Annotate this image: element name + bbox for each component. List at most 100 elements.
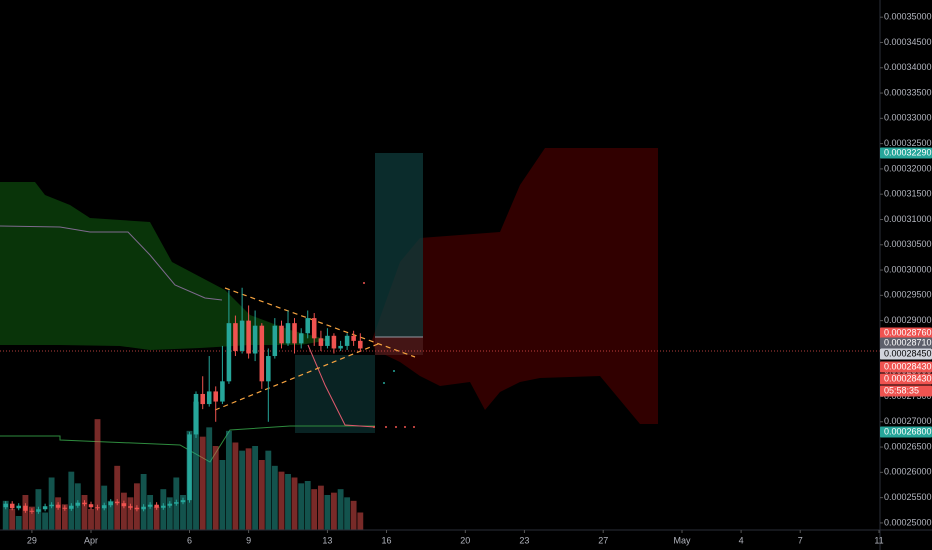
candle-body	[95, 507, 100, 509]
y-tick-label: 0.00029500	[884, 290, 932, 300]
candle-body	[226, 323, 232, 382]
candle-body	[101, 505, 107, 509]
candle-body	[331, 335, 337, 349]
x-tick-label: May	[674, 535, 692, 545]
volume-bar	[225, 430, 232, 530]
candle-body	[55, 504, 61, 508]
x-tick-label: 16	[382, 535, 392, 545]
volume-bar	[344, 497, 351, 530]
volume-bar	[311, 489, 318, 530]
candle-body	[344, 335, 350, 346]
candle-body	[220, 381, 225, 402]
candle-body	[200, 393, 205, 405]
position-loss	[375, 337, 423, 355]
price-badge-label: 0.00028430	[884, 361, 932, 371]
x-tick-label: 20	[460, 535, 470, 545]
volume-bar	[153, 506, 160, 530]
indicators	[0, 148, 880, 463]
x-tick-label: 13	[322, 535, 332, 545]
volume-bar	[252, 446, 259, 530]
volume-bar	[199, 436, 206, 530]
volume-bar	[127, 497, 134, 530]
candle-body	[141, 506, 146, 510]
x-tick-label: 11	[874, 535, 883, 545]
candles	[3, 287, 363, 514]
candle-body	[121, 503, 127, 507]
volume-bar	[61, 504, 68, 530]
volume-bar	[212, 446, 219, 530]
price-badge-label: 0.00028760	[884, 327, 932, 337]
price-badge	[880, 147, 932, 159]
candle-body	[75, 502, 81, 506]
y-tick-label: 0.00033500	[884, 87, 932, 97]
volume-bar	[298, 483, 305, 530]
marker-dots	[363, 282, 415, 428]
candle-body	[62, 507, 68, 509]
candle-body	[108, 501, 113, 506]
candle-body	[23, 505, 28, 511]
price-badge	[880, 361, 932, 373]
candle-body	[174, 502, 179, 504]
volume-bar	[337, 489, 344, 530]
cloud-green	[0, 182, 330, 350]
countdown-badge	[880, 385, 932, 397]
x-tick-label: 7	[798, 535, 803, 545]
y-tick-label: 0.00032000	[884, 163, 932, 173]
volume-bar	[28, 506, 35, 530]
candle-body	[246, 320, 251, 354]
volume-bar	[357, 512, 364, 530]
candle-body	[272, 325, 278, 357]
candle-body	[154, 504, 159, 508]
price-badge	[880, 426, 932, 438]
price-badge	[880, 337, 932, 349]
countdown-label: 05:58:35	[884, 385, 919, 395]
volume-bar	[285, 474, 291, 530]
candle-body	[128, 506, 133, 508]
volume-bar	[193, 401, 199, 530]
volume-bar	[258, 460, 265, 530]
volume-bar	[55, 497, 62, 530]
x-tick-label: 23	[519, 535, 529, 545]
volume-bar	[140, 474, 147, 530]
volume-bar	[317, 485, 324, 530]
volume-bar	[206, 427, 213, 530]
trend-upper	[224, 287, 416, 358]
x-tick-label: 6	[187, 535, 192, 545]
candle-body	[358, 340, 363, 349]
volume-bar	[94, 419, 101, 530]
price-badge-label: 0.00026800	[884, 426, 932, 436]
volume-bar	[107, 500, 114, 530]
x-tick-label: 9	[246, 535, 251, 545]
candle-body	[239, 320, 245, 351]
price-badge	[880, 327, 932, 339]
price-badge-label: 0.00028710	[884, 337, 932, 347]
y-tick-label: 0.00031000	[884, 214, 932, 224]
y-tick-label: 0.00030000	[884, 264, 932, 274]
candle-body	[180, 500, 186, 503]
candle-body	[351, 335, 356, 341]
price-badges: 0.00032290 0.000287600.000287100.00028450…	[880, 147, 932, 438]
price-badge-label: 0.00028430	[884, 373, 932, 383]
y-tick-label: 0.00035000	[884, 12, 932, 22]
volume-bar	[350, 500, 357, 530]
y-tick-label: 0.00034500	[884, 37, 932, 47]
candle-body	[16, 505, 21, 509]
candle-body	[311, 318, 317, 339]
candle-body	[206, 391, 212, 405]
volume-bar	[114, 465, 121, 530]
candle-body	[69, 505, 74, 509]
y-tick-label: 0.00030500	[884, 239, 932, 249]
candle-body	[213, 391, 218, 402]
volume-bar	[271, 465, 278, 530]
candle-body	[338, 345, 343, 349]
candle-body	[9, 503, 15, 509]
candle-body	[134, 507, 140, 510]
y-tick-label: 0.00031500	[884, 189, 932, 199]
volume-bar	[147, 495, 154, 530]
y-tick-label: 0.00025500	[884, 492, 932, 502]
candle-body	[88, 504, 94, 508]
y-tick-label: 0.00032500	[884, 138, 932, 148]
candle-body	[161, 505, 166, 508]
volume-bar	[219, 460, 226, 530]
